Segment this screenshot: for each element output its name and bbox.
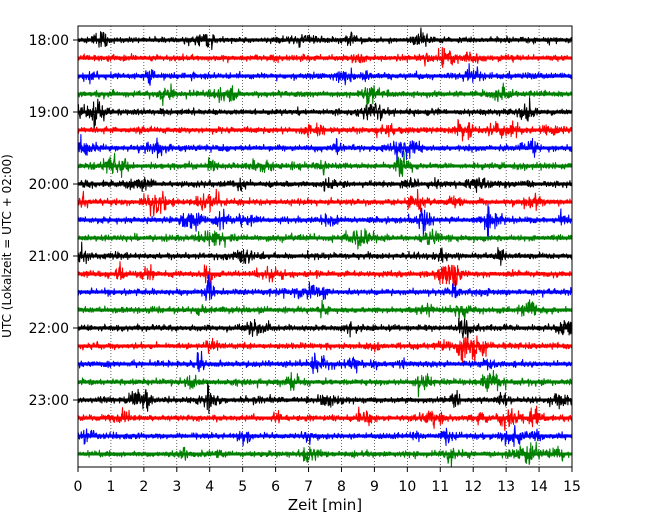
x-tick-label: 0 xyxy=(74,479,83,495)
trace-19:30 xyxy=(77,133,573,166)
x-tick-label: 15 xyxy=(563,479,581,495)
x-tick-label: 1 xyxy=(106,479,115,495)
trace-22:30 xyxy=(77,350,573,375)
x-tick-label: 7 xyxy=(304,479,313,495)
y-axis-label: UTC (Lokalzeit = UTC + 02:00) xyxy=(0,154,14,338)
trace-21:30 xyxy=(77,274,573,301)
y-axis-ticks: 18:00 19:00 20:00 21:00 22:00 23:00 xyxy=(29,33,78,409)
trace-19:00 xyxy=(77,97,573,130)
trace-23:30 xyxy=(77,424,573,447)
x-axis-ticks: 0 1 2 3 4 5 6 7 8 9 10 11 12 13 14 15 xyxy=(74,467,581,495)
x-tick-label: 8 xyxy=(337,479,346,495)
trace-20:45 xyxy=(77,228,573,250)
trace-21:15 xyxy=(77,261,573,290)
x-tick-label: 14 xyxy=(530,479,548,495)
y-tick-label: 21:00 xyxy=(29,249,69,265)
trace-20:00 xyxy=(77,176,573,193)
trace-22:45 xyxy=(77,369,573,398)
trace-22:15 xyxy=(77,335,573,364)
y-tick-label: 23:00 xyxy=(29,393,69,409)
seismogram-traces xyxy=(77,27,573,468)
x-axis-label: Zeit [min] xyxy=(288,496,362,514)
x-tick-label: 9 xyxy=(370,479,379,495)
y-tick-label: 19:00 xyxy=(29,105,69,121)
y-tick-label: 22:00 xyxy=(29,321,69,337)
trace-23:15 xyxy=(77,405,573,432)
trace-20:15 xyxy=(77,188,573,217)
trace-19:45 xyxy=(77,151,573,179)
x-tick-label: 4 xyxy=(205,479,214,495)
trace-23:45 xyxy=(77,441,573,468)
x-tick-label: 13 xyxy=(497,479,515,495)
x-tick-label: 11 xyxy=(431,479,449,495)
trace-23:00 xyxy=(77,382,573,414)
x-tick-label: 6 xyxy=(271,479,280,495)
trace-21:00 xyxy=(77,241,573,266)
trace-18:00 xyxy=(77,27,573,51)
x-tick-label: 5 xyxy=(238,479,247,495)
y-tick-label: 18:00 xyxy=(29,33,69,49)
trace-18:45 xyxy=(77,82,573,108)
x-tick-label: 3 xyxy=(172,479,181,495)
x-tick-label: 12 xyxy=(464,479,482,495)
trace-22:00 xyxy=(77,317,573,341)
x-tick-label: 2 xyxy=(139,479,148,495)
trace-18:30 xyxy=(77,63,573,86)
y-tick-label: 20:00 xyxy=(29,177,69,193)
x-tick-label: 10 xyxy=(398,479,416,495)
trace-21:45 xyxy=(77,299,573,321)
trace-18:15 xyxy=(77,46,573,69)
trace-19:15 xyxy=(77,118,573,142)
trace-20:30 xyxy=(77,203,573,237)
plot-frame xyxy=(77,25,573,468)
